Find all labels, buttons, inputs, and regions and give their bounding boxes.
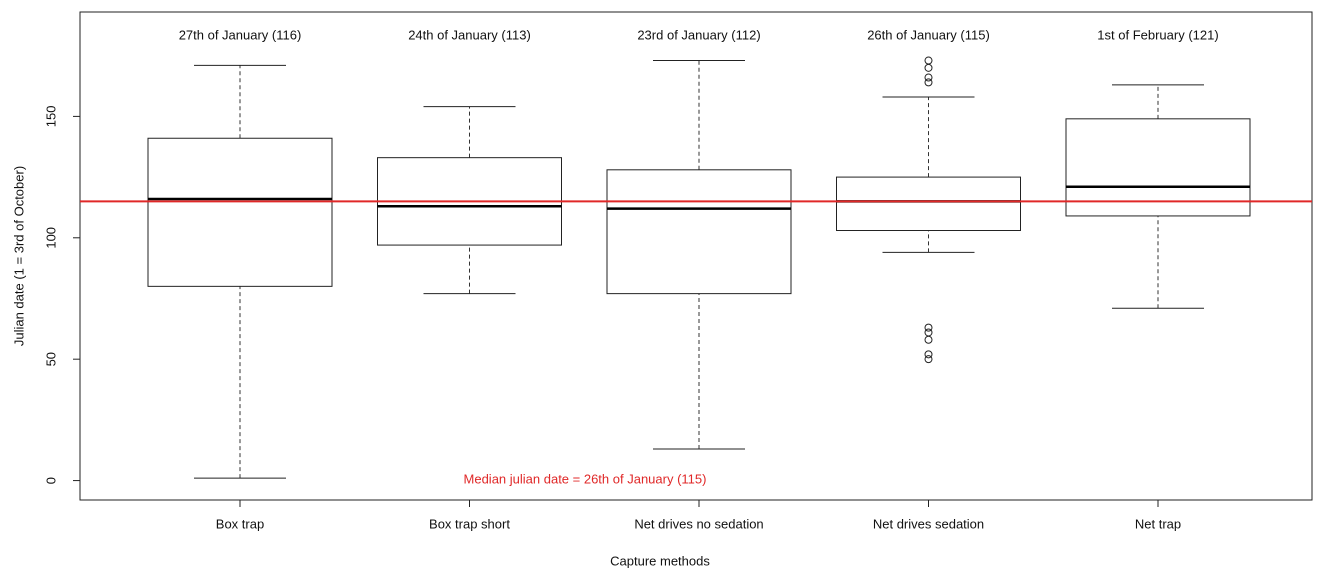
box — [606, 169, 792, 295]
box-top-label: 26th of January (115) — [867, 27, 990, 42]
box-top-label: 1st of February (121) — [1097, 27, 1218, 42]
y-tick-label: 150 — [43, 106, 58, 128]
plot-frame — [79, 11, 1313, 501]
outlier — [924, 328, 933, 337]
box-top-label: 24th of January (113) — [408, 27, 531, 42]
outlier — [924, 56, 933, 65]
outlier — [924, 335, 933, 344]
y-axis-label: Julian date (1 = 3rd of October) — [11, 166, 26, 346]
y-tick-label: 100 — [43, 227, 58, 249]
outlier — [924, 323, 933, 332]
box-top-label: 27th of January (116) — [179, 27, 302, 42]
box — [1065, 118, 1251, 217]
x-axis-label: Capture methods — [610, 553, 710, 568]
x-tick-label: Box trap short — [429, 516, 510, 531]
outlier — [924, 63, 933, 72]
reference-label: Median julian date = 26th of January (11… — [464, 471, 707, 486]
y-tick-label: 0 — [43, 477, 58, 484]
box — [147, 137, 333, 287]
outlier — [924, 350, 933, 359]
outlier — [924, 355, 933, 364]
box — [836, 176, 1021, 232]
x-tick-label: Net drives no sedation — [634, 516, 763, 531]
outlier — [924, 78, 933, 87]
x-tick-label: Net drives sedation — [873, 516, 984, 531]
x-tick-label: Box trap — [216, 516, 264, 531]
box-top-label: 23rd of January (112) — [637, 27, 760, 42]
outlier — [924, 73, 933, 82]
x-tick-label: Net trap — [1135, 516, 1181, 531]
y-tick-label: 50 — [43, 352, 58, 366]
